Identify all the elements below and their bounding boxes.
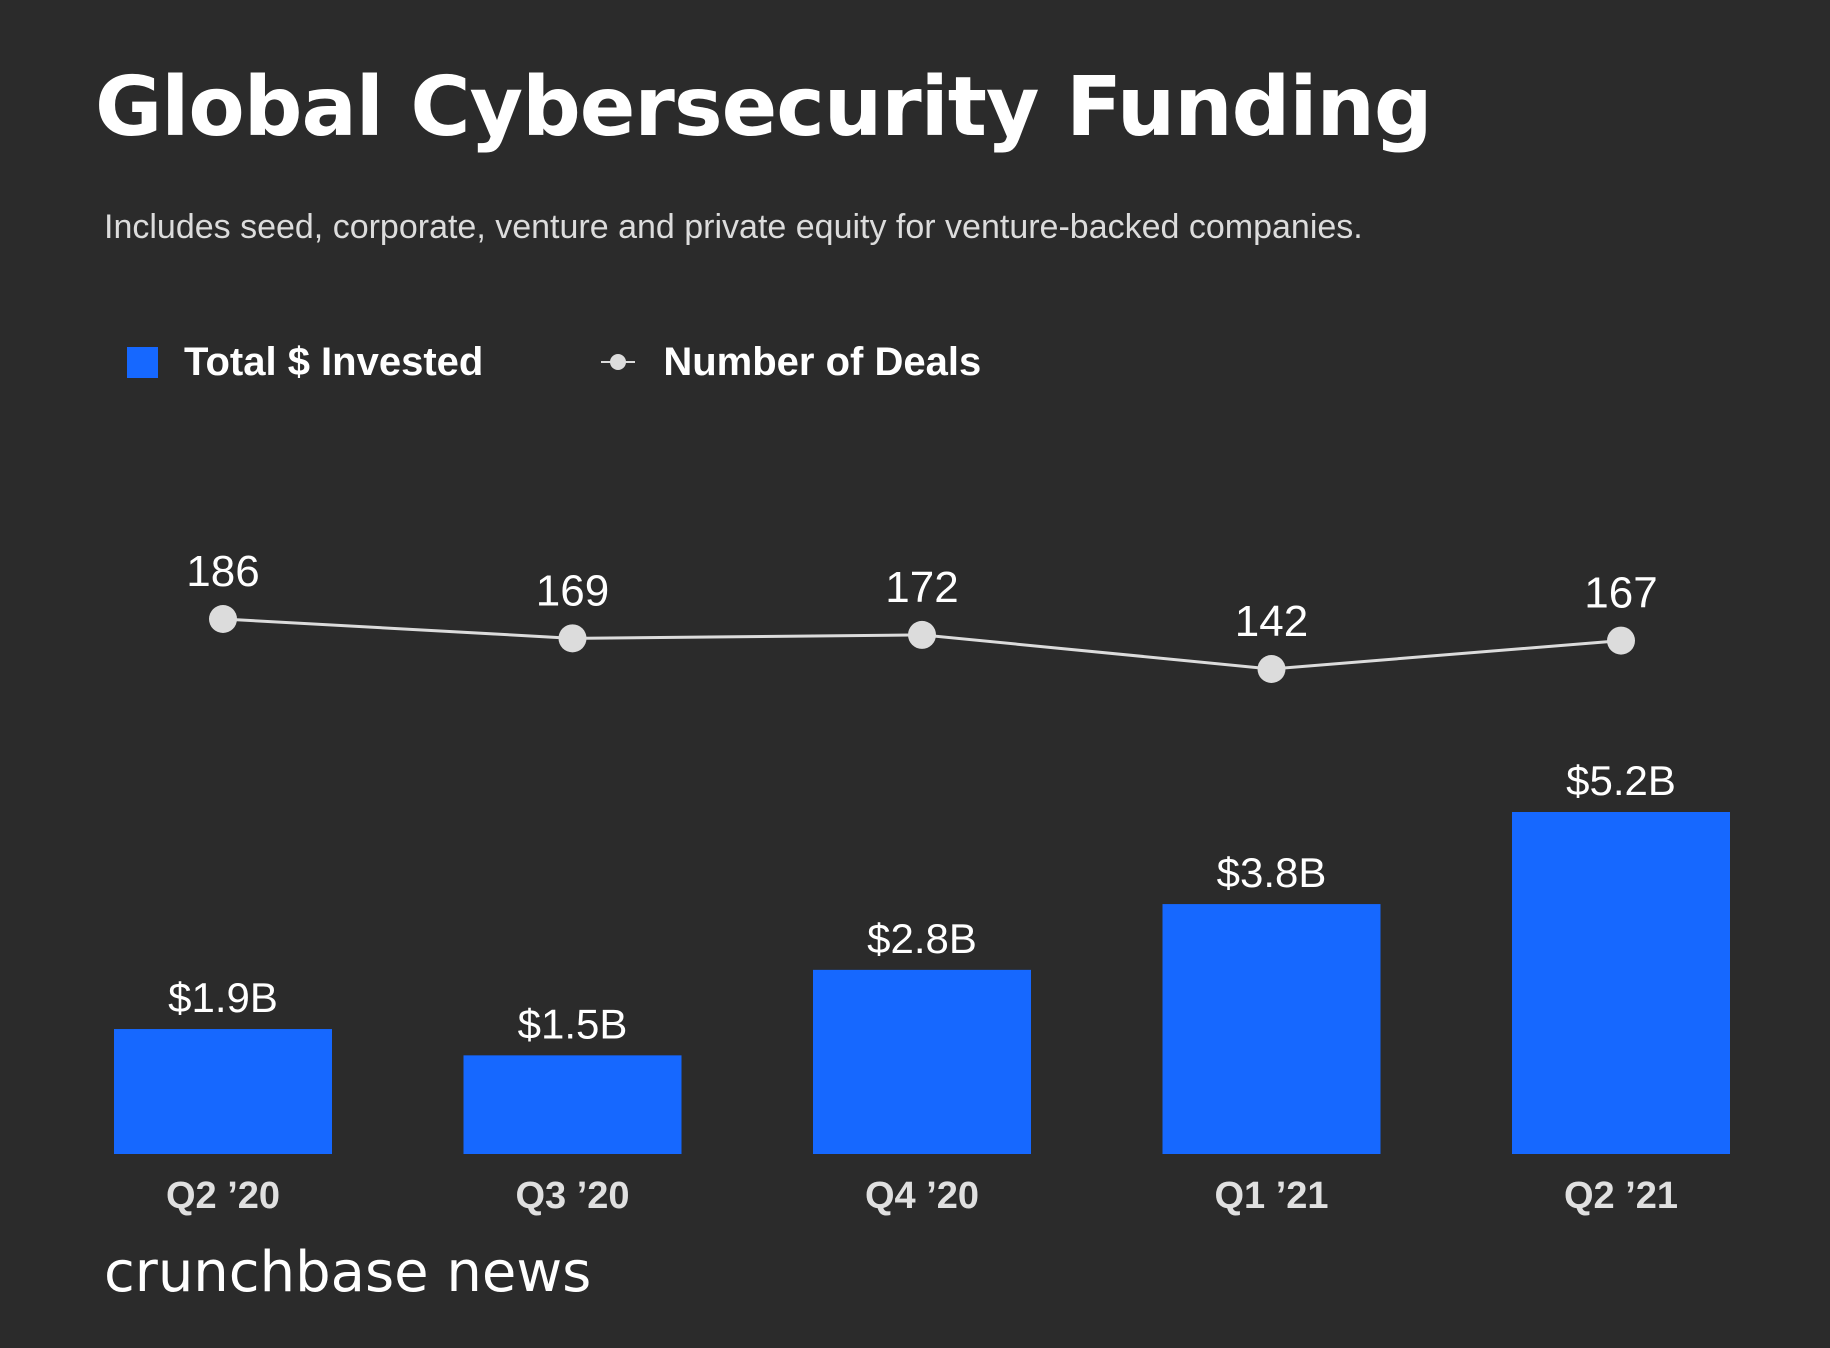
x-tick-label: Q2 ’21 bbox=[1564, 1175, 1678, 1217]
legend-bar-swatch bbox=[127, 346, 158, 378]
bar bbox=[813, 969, 1031, 1154]
deals-value-label: 172 bbox=[885, 563, 958, 612]
deals-value-label: 169 bbox=[536, 566, 609, 615]
x-tick-label: Q3 ’20 bbox=[515, 1175, 629, 1217]
chart-legend: Total $ Invested Number of Deals bbox=[127, 336, 1099, 388]
chart-subtitle: Includes seed, corporate, venture and pr… bbox=[104, 208, 1363, 246]
bar bbox=[1512, 812, 1730, 1154]
bar-value-label: $3.8B bbox=[1217, 849, 1327, 896]
deals-point bbox=[209, 605, 237, 633]
brand-logo-text: crunchbase news bbox=[104, 1240, 592, 1305]
x-tick-label: Q4 ’20 bbox=[865, 1175, 979, 1217]
bar bbox=[463, 1055, 682, 1154]
chart-title: Global Cybersecurity Funding bbox=[95, 60, 1433, 155]
deals-value-label: 167 bbox=[1584, 569, 1657, 618]
deals-value-label: 142 bbox=[1235, 597, 1308, 646]
deals-point bbox=[1607, 626, 1635, 655]
legend-item-number-of-deals: Number of Deals bbox=[601, 340, 981, 385]
bar-value-label: $1.5B bbox=[518, 1000, 628, 1047]
deals-point bbox=[908, 620, 936, 649]
bar bbox=[114, 1029, 332, 1154]
legend-label-number-of-deals: Number of Deals bbox=[663, 339, 982, 384]
legend-item-total-invested: Total $ Invested bbox=[127, 340, 483, 385]
deals-point bbox=[558, 624, 587, 653]
bar-value-label: $1.9B bbox=[168, 974, 278, 1021]
x-tick-label: Q1 ’21 bbox=[1214, 1175, 1328, 1217]
legend-line-marker bbox=[601, 352, 636, 372]
deals-point bbox=[1257, 655, 1286, 683]
legend-label-total-invested: Total $ Invested bbox=[184, 339, 484, 384]
bar-value-label: $5.2B bbox=[1566, 757, 1676, 804]
bar bbox=[1162, 904, 1381, 1154]
bar-value-label: $2.8B bbox=[867, 915, 977, 962]
x-tick-label: Q2 ’20 bbox=[166, 1175, 280, 1217]
deals-value-label: 186 bbox=[186, 547, 259, 596]
